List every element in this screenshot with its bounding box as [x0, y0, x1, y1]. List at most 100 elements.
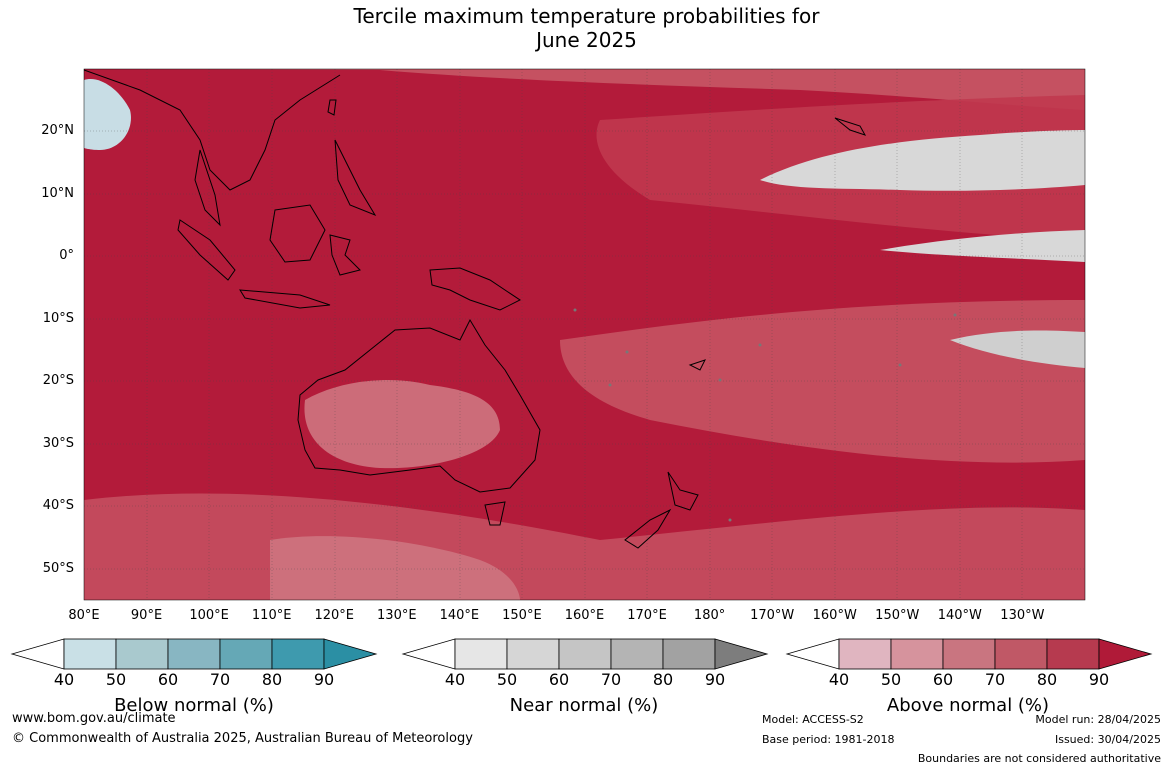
island-marker-7	[573, 308, 577, 312]
footer-model-run: Model run: 28/04/2025	[1035, 713, 1161, 726]
colorbar-extend-high	[1098, 638, 1153, 670]
map-islands	[573, 308, 957, 522]
latitude-label: 0°	[59, 248, 74, 263]
longitude-label: 170°E	[627, 608, 667, 623]
footer-model: Model: ACCESS-S2	[762, 713, 864, 726]
colorbar-tick-label: 80	[652, 670, 674, 689]
colorbar-segment	[994, 638, 1048, 670]
island-marker-4	[758, 343, 762, 347]
legend-title-near-normal: Near normal (%)	[509, 695, 659, 716]
longitude-label: 80°E	[68, 608, 100, 623]
colorbar-tick-label: 60	[932, 670, 954, 689]
latitude-label: 20°N	[41, 123, 74, 138]
colorbar-near-normal	[401, 638, 769, 670]
longitude-label: 90°E	[130, 608, 163, 623]
coast-tasmania	[484, 501, 506, 526]
colorbar-tick-label: 80	[1036, 670, 1058, 689]
map-near-normal-band-equator	[880, 230, 1085, 262]
coast-hawaii	[834, 117, 867, 136]
map-title-line2: June 2025	[536, 28, 637, 52]
colorbar-tick-label: 90	[313, 670, 335, 689]
colorbar-segment	[838, 638, 892, 670]
colorbar-segment	[219, 638, 273, 670]
coast-new-zealand-south	[624, 508, 672, 549]
colorbar-tick-label: 50	[105, 670, 127, 689]
colorbar-above-normal	[785, 638, 1153, 670]
colorbar-segment	[506, 638, 560, 670]
footer-base-period: Base period: 1981-2018	[762, 733, 895, 746]
longitude-label: 180°	[693, 608, 726, 623]
colorbar-tick-label: 40	[444, 670, 466, 689]
longitude-label: 150°W	[875, 608, 920, 623]
coast-sumatra	[177, 219, 236, 281]
longitude-label: 130°E	[377, 608, 417, 623]
coast-indochina-peninsula	[194, 149, 221, 227]
coast-fiji	[688, 359, 706, 371]
colorbar-segment	[115, 638, 169, 670]
island-marker-6	[898, 363, 902, 367]
colorbar-tick-label: 50	[880, 670, 902, 689]
coast-australia	[297, 318, 541, 493]
map-above-60-patches-south	[270, 536, 520, 600]
island-marker-5	[953, 313, 957, 317]
colorbar-segment	[662, 638, 716, 670]
colorbar-extend-low	[10, 638, 65, 670]
colorbar-segment	[558, 638, 612, 670]
coast-taiwan	[327, 99, 337, 116]
latitude-label: 30°S	[42, 435, 74, 451]
map-coastlines	[84, 69, 867, 549]
map-grid	[84, 69, 1085, 600]
longitude-label: 160°W	[812, 608, 857, 623]
footer-disclaimer: Boundaries are not considered authoritat…	[917, 752, 1161, 765]
colorbar-tick-label: 60	[548, 670, 570, 689]
latitude-label: 50°S	[42, 560, 74, 576]
colorbar-extend-low	[785, 638, 840, 670]
colorbar-segment	[271, 638, 325, 670]
coast-borneo	[269, 204, 326, 263]
longitude-label: 140°E	[439, 608, 480, 623]
map-above-70-band-north	[84, 69, 1085, 110]
longitude-label: 110°E	[251, 608, 292, 623]
coast-sulawesi	[329, 234, 361, 276]
longitude-label: 140°W	[937, 608, 982, 623]
colorbar-below-normal	[10, 638, 378, 670]
longitude-label: 130°W	[1000, 608, 1045, 623]
colorbar-segment	[1046, 638, 1100, 670]
colorbar-segment	[454, 638, 508, 670]
colorbar-segment	[890, 638, 944, 670]
island-marker-3	[718, 378, 722, 382]
colorbar-extend-low	[401, 638, 456, 670]
map-australia-interior	[304, 380, 500, 469]
footer-url[interactable]: www.bom.gov.au/climate	[12, 711, 176, 726]
map-below-normal-patch	[84, 79, 131, 150]
latitude-label: 10°N	[41, 185, 74, 201]
colorbar-extend-high	[714, 638, 769, 670]
colorbar-segment	[167, 638, 221, 670]
colorbar-tick-label: 80	[261, 670, 283, 689]
map-frame	[83, 68, 1086, 601]
coast-java	[239, 289, 331, 309]
legend-title-below-normal: Below normal (%)	[114, 695, 274, 716]
map-near-normal-band-north	[760, 130, 1085, 191]
footer-issued: Issued: 30/04/2025	[1054, 733, 1161, 746]
colorbar-tick-label: 70	[209, 670, 231, 689]
colorbar-tick-label: 70	[984, 670, 1006, 689]
longitude-label: 100°E	[189, 608, 229, 623]
island-marker-1	[625, 350, 629, 354]
longitude-label: 160°E	[564, 608, 605, 623]
colorbar-tick-label: 90	[704, 670, 726, 689]
latitude-label: 40°S	[42, 498, 74, 513]
colorbar-tick-label: 90	[1088, 670, 1110, 689]
colorbar-segment	[63, 638, 117, 670]
colorbar-extend-high	[323, 638, 378, 670]
legend-title-above-normal: Above normal (%)	[886, 695, 1050, 716]
longitude-label: 120°E	[314, 608, 354, 623]
map-near-normal-band-south	[950, 330, 1085, 368]
coast-southeast-asia	[84, 69, 341, 191]
latitude-label: 10°S	[42, 310, 74, 326]
colorbar-tick-label: 40	[828, 670, 850, 689]
longitude-label: 150°E	[502, 608, 542, 623]
coast-new-zealand-north	[667, 471, 699, 511]
colorbar-segment	[610, 638, 664, 670]
footer-copyright: © Commonwealth of Australia 2025, Austra…	[12, 731, 473, 746]
